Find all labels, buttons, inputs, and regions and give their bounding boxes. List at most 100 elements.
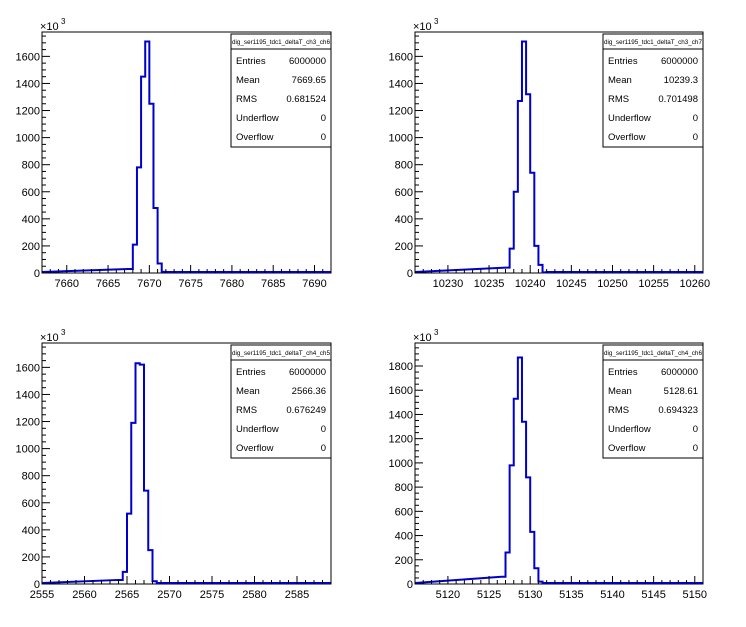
histogram-bin [506, 268, 510, 273]
stats-entries-value: 6000000 [661, 367, 698, 378]
stats-underflow-label: Underflow [608, 424, 651, 435]
y-tick-label: 600 [22, 187, 40, 199]
y-tick-label: 600 [395, 187, 413, 199]
y-tick-label: 1600 [16, 51, 40, 63]
histogram-bin [534, 568, 538, 584]
histogram-outline [41, 40, 331, 273]
histogram-outline [41, 362, 331, 584]
y-tick-label: 400 [395, 214, 413, 226]
y-tick-label: 1000 [16, 444, 40, 456]
stats-mean-label: Mean [236, 386, 260, 397]
histogram-bin [158, 264, 162, 273]
stats-overflow-label: Overflow [608, 443, 646, 454]
stats-underflow-value: 0 [693, 424, 698, 435]
x-tick-label: 5120 [436, 589, 460, 601]
x-tick-label: 7680 [220, 278, 244, 290]
stats-entries-label: Entries [608, 56, 638, 67]
x-tick-label: 10250 [597, 278, 628, 290]
histogram-bin [131, 423, 135, 584]
histogram-bin [522, 422, 526, 584]
y-tick-label: 1600 [16, 362, 40, 374]
x-tick-label: 10245 [556, 278, 587, 290]
y-tick-label: 1200 [389, 106, 413, 118]
stats-underflow-label: Underflow [236, 113, 279, 124]
stats-mean-value: 10239.3 [664, 75, 698, 86]
stats-rms-value: 0.694323 [658, 405, 698, 416]
stats-box [230, 33, 332, 148]
histogram-panel-4: 5120 5125 5130 5135 5140 5145 5150 0 200 400 600 80… [373, 311, 746, 622]
histogram-bin [123, 572, 127, 584]
x-tick-label: 2560 [72, 589, 96, 601]
x-tick-label: 2585 [285, 589, 309, 601]
x-tick-label: 7685 [261, 278, 285, 290]
x-tick-label: 2555 [30, 589, 54, 601]
x-tick-label: 2565 [115, 589, 139, 601]
y-tick-label: 1200 [16, 106, 40, 118]
y-tick-label: 1200 [389, 434, 413, 446]
y-exponent-label: ×10 [40, 21, 59, 33]
y-tick-label: 1400 [16, 389, 40, 401]
histogram-bin [153, 581, 157, 584]
y-tick-label: 800 [395, 160, 413, 172]
stats-box [230, 344, 332, 459]
stats-rms-value: 0.676249 [286, 405, 326, 416]
histogram-bin [162, 272, 166, 273]
x-tick-label: 5150 [683, 589, 707, 601]
y-tick-label: 0 [407, 268, 413, 280]
histogram-panel-1: 7660 7665 7670 7675 7680 7685 7690 0 200 400 600 80… [0, 0, 373, 311]
x-tick-label: 5140 [600, 589, 624, 601]
stats-histogram-name: dig_ser1195_tdc1_deltaT_ch3_ch7 [604, 39, 702, 46]
histogram-bin [518, 101, 522, 273]
histogram-bin [153, 208, 157, 273]
y-tick-label: 1000 [389, 133, 413, 145]
stats-entries-value: 6000000 [661, 56, 698, 67]
stats-overflow-label: Overflow [236, 132, 274, 143]
stats-overflow-value: 0 [693, 443, 698, 454]
histogram-panel-3: 2555 2560 2565 2570 2575 2580 2585 0 200 400 600 80… [0, 311, 373, 622]
histogram-bin [144, 491, 148, 584]
x-tick-label: 7660 [55, 278, 79, 290]
histogram-bin [510, 249, 514, 273]
histogram-bin [137, 167, 141, 273]
stats-entries-value: 6000000 [289, 367, 326, 378]
stats-rms-value: 0.701498 [658, 94, 698, 105]
histogram-svg: 7660 7665 7670 7675 7680 7685 7690 0 200 400 600 80… [16, 17, 332, 290]
histogram-bin [149, 104, 153, 273]
histogram-bin [129, 269, 133, 273]
histogram-bin [514, 192, 518, 273]
histogram-bin [514, 399, 518, 584]
x-tick-label: 10255 [638, 278, 669, 290]
histogram-bin [526, 477, 530, 584]
histogram-bin [141, 77, 145, 273]
y-exponent-power: 3 [434, 17, 439, 26]
histogram-bin [506, 553, 510, 584]
y-tick-label: 200 [22, 241, 40, 253]
stats-mean-value: 5128.61 [664, 386, 698, 397]
histogram-bin [136, 363, 140, 584]
histogram-bin [133, 245, 137, 273]
y-exponent-power: 3 [61, 328, 66, 337]
histogram-bin [518, 358, 522, 584]
x-tick-label: 7665 [96, 278, 120, 290]
y-exponent-power: 3 [434, 328, 439, 337]
x-tick-label: 10240 [515, 278, 546, 290]
stats-underflow-label: Underflow [608, 113, 651, 124]
y-tick-label: 1400 [389, 409, 413, 421]
y-tick-label: 1400 [16, 78, 40, 90]
histogram-svg: 5120 5125 5130 5135 5140 5145 5150 0 200 400 600 80… [389, 328, 707, 601]
histogram-panel-2: 10230 10235 10240 10245 10250 10255 10260 0 200 4… [373, 0, 746, 311]
histogram-bin [127, 514, 131, 584]
x-tick-label: 5125 [477, 589, 501, 601]
stats-rms-label: RMS [608, 94, 629, 105]
histogram-bin [148, 550, 152, 584]
stats-underflow-value: 0 [321, 113, 326, 124]
y-tick-label: 1000 [389, 458, 413, 470]
y-tick-label: 600 [395, 506, 413, 518]
stats-underflow-value: 0 [321, 424, 326, 435]
y-tick-label: 800 [22, 160, 40, 172]
histogram-bin [501, 577, 505, 584]
y-tick-label: 400 [22, 214, 40, 226]
y-tick-label: 400 [395, 531, 413, 543]
stats-histogram-name: dig_ser1195_tdc1_deltaT_ch4_ch6 [604, 350, 702, 357]
histogram-bin [538, 582, 542, 584]
